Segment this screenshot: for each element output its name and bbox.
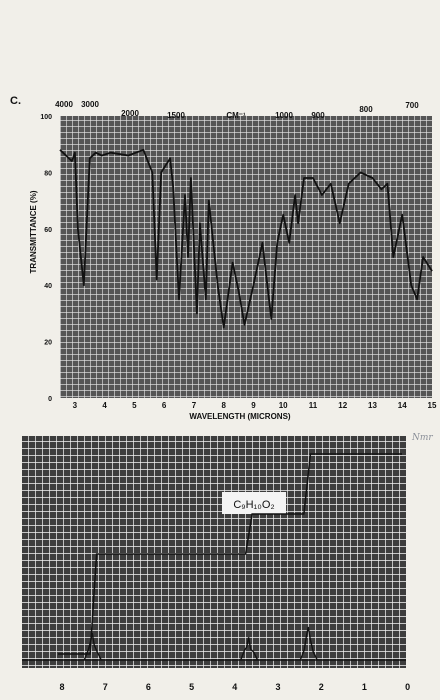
nmr-peaks — [83, 626, 318, 661]
ir-x-axis-label: WAVELENGTH (MICRONS) — [189, 412, 291, 421]
ir-top-tick-label: 2000 — [121, 109, 139, 118]
nmr-spectrum-chart: C₉H₁₀O₂ 8 7 6 5 4 3 2 1 0 — [22, 436, 410, 692]
ir-y-tick-labels: 0 20 40 60 80 100 — [40, 114, 52, 403]
ir-top-tick-labels: 4000 3000 2000 1500 CM⁻¹ 1000 900 800 700 — [55, 100, 419, 120]
ir-x-tick-label: 11 — [309, 401, 318, 410]
nmr-x-tick-label: 5 — [189, 682, 194, 692]
nmr-x-tick-label: 8 — [59, 682, 64, 692]
ir-top-tick-label: 4000 — [55, 100, 73, 109]
nmr-x-tick-label: 6 — [146, 682, 151, 692]
ir-x-tick-label: 12 — [338, 401, 347, 410]
ir-x-tick-label: 5 — [132, 401, 137, 410]
problem-label: C. — [10, 95, 21, 107]
molecular-formula: C₉H₁₀O₂ — [233, 499, 274, 511]
ir-top-tick-label: 800 — [359, 105, 373, 114]
nmr-grid — [22, 436, 406, 668]
nmr-x-tick-label: 3 — [275, 682, 280, 692]
ir-spectrum-line — [59, 148, 433, 329]
nmr-x-tick-label: 1 — [362, 682, 367, 692]
nmr-x-tick-label: 2 — [319, 682, 324, 692]
ir-spectrum-chart: 4000 3000 2000 1500 CM⁻¹ 1000 900 800 700 0 20 40 6… — [29, 100, 437, 421]
ir-y-tick-label: 80 — [44, 170, 52, 177]
ir-y-tick-label: 60 — [44, 227, 52, 234]
ir-y-tick-label: 40 — [44, 283, 52, 290]
nmr-peak — [83, 632, 102, 661]
ir-top-tick-label: 1000 — [275, 111, 293, 120]
nmr-x-tick-label: 0 — [405, 682, 410, 692]
nmr-x-tick-label: 7 — [103, 682, 108, 692]
ir-x-tick-label: 9 — [251, 401, 256, 410]
ir-grid — [60, 116, 432, 398]
ir-y-tick-label: 0 — [48, 396, 52, 403]
ir-x-tick-label: 13 — [368, 401, 377, 410]
nmr-peak — [299, 626, 318, 661]
ir-x-tick-label: 6 — [162, 401, 167, 410]
ir-y-axis-label: TRANSMITTANCE (%) — [29, 190, 38, 273]
ir-top-tick-label: 1500 — [167, 111, 185, 120]
ir-x-tick-label: 3 — [73, 401, 78, 410]
ir-y-tick-label: 20 — [44, 340, 52, 347]
ir-x-tick-label: 7 — [192, 401, 197, 410]
ir-x-tick-label: 14 — [398, 401, 407, 410]
ir-top-tick-label: 700 — [405, 101, 419, 110]
nmr-x-tick-label: 4 — [232, 682, 237, 692]
ir-x-tick-labels: 3 4 5 6 7 8 9 10 11 12 13 14 15 — [73, 401, 437, 410]
nmr-x-tick-labels: 8 7 6 5 4 3 2 1 0 — [59, 682, 410, 692]
ir-y-tick-label: 100 — [40, 114, 52, 121]
ir-x-tick-label: 8 — [221, 401, 226, 410]
formula-box — [222, 492, 286, 514]
ir-x-tick-label: 4 — [102, 401, 107, 410]
margin-note: Nmr — [411, 433, 433, 443]
ir-x-tick-label: 15 — [428, 401, 437, 410]
ir-x-tick-label: 10 — [279, 401, 288, 410]
ir-top-tick-label: 3000 — [81, 100, 99, 109]
nmr-peak — [239, 637, 259, 661]
ir-top-tick-label: CM⁻¹ — [226, 111, 246, 120]
ir-top-tick-label: 900 — [311, 111, 325, 120]
